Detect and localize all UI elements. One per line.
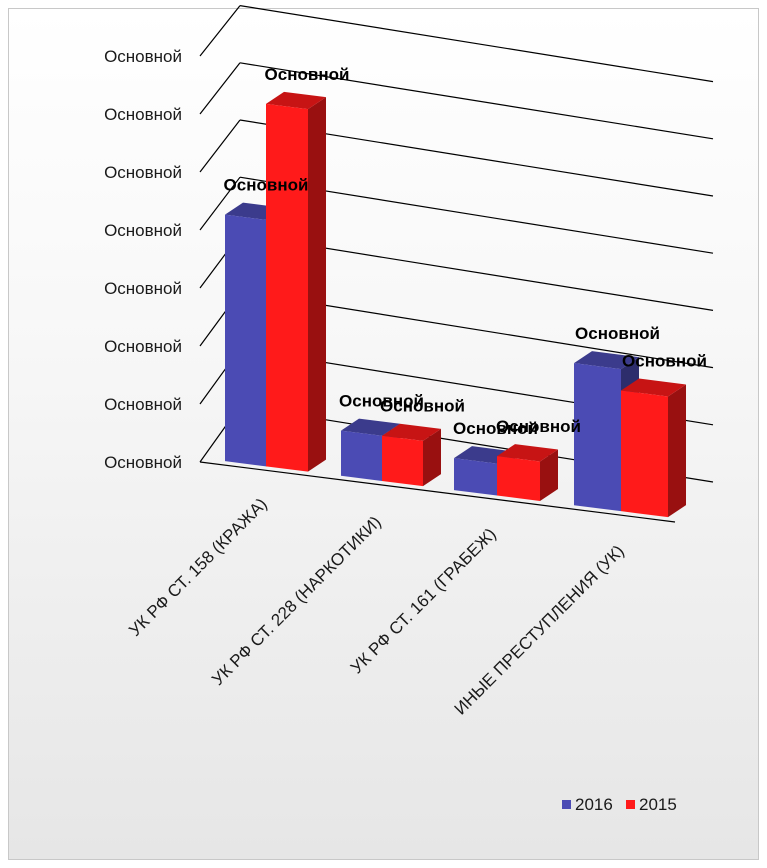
bar-top (341, 418, 400, 436)
y-tick-label: Основной (104, 105, 182, 124)
data-label: Основной (339, 392, 424, 411)
category-label: ИНЫЕ ПРЕСТУПЛЕНИЯ (УК) (451, 541, 628, 718)
bars-layer (225, 91, 686, 518)
grid-line (199, 119, 241, 173)
bar-top (266, 91, 326, 110)
y-tick-label: Основной (104, 47, 182, 66)
bar-front (497, 456, 540, 501)
data-label: Основной (224, 176, 309, 195)
data-label: Основной (265, 65, 350, 84)
y-tick-labels: Основной Основной Основной Основной Основной… (104, 47, 182, 472)
y-tick-label: Основной (104, 163, 182, 182)
grid-line (199, 62, 241, 115)
bar-2015-2 (497, 444, 558, 501)
bar-front (454, 458, 497, 496)
data-label: Основной (496, 417, 581, 436)
legend-swatch-2015 (626, 800, 635, 809)
bar-front (621, 390, 668, 518)
y-tick-label: Основной (104, 221, 182, 240)
data-label: Основной (622, 352, 707, 371)
floor-front-edge (199, 461, 676, 523)
category-label: УК РФ СТ. 158 (КРАЖА) (125, 494, 271, 640)
y-tick-label: Основной (104, 453, 182, 472)
bar-top (621, 378, 686, 397)
bar-side (423, 428, 441, 487)
bar-front (341, 430, 382, 481)
grid-line (239, 5, 714, 83)
bar-front (266, 103, 308, 472)
y-tick-label: Основной (104, 279, 182, 298)
y-tick-label: Основной (104, 337, 182, 356)
bar-side (540, 449, 558, 501)
legend-label-2015: 2015 (639, 795, 677, 814)
grid-line (199, 5, 241, 57)
bar-side (668, 384, 686, 518)
y-tick-label: Основной (104, 395, 182, 414)
bar-2015-0 (266, 91, 326, 472)
bar-top (497, 444, 558, 462)
bar-2015-1 (382, 423, 441, 487)
bar-front (574, 363, 621, 512)
bar-2015-3 (621, 378, 686, 518)
category-labels: УК РФ СТ. 158 (КРАЖА)УК РФ СТ. 228 (НАРК… (125, 494, 628, 718)
bar-front (382, 435, 423, 487)
legend-label-2016: 2016 (575, 795, 613, 814)
bar-front (225, 214, 267, 467)
data-labels-layer: ОсновнойОсновнойОсновнойОсновнойОсновной… (224, 65, 707, 438)
data-label: Основной (453, 419, 538, 438)
bar-side (308, 97, 326, 472)
legend: 2016 2015 (562, 795, 677, 814)
data-label: Основной (575, 324, 660, 343)
category-label: УК РФ СТ. 161 (ГРАБЕЖ) (347, 524, 500, 677)
grid-line (239, 62, 714, 140)
legend-swatch-2016 (562, 800, 571, 809)
bar-top (574, 351, 639, 370)
grid-line (199, 176, 241, 231)
data-label: Основной (380, 397, 465, 416)
bar-top (382, 423, 441, 441)
